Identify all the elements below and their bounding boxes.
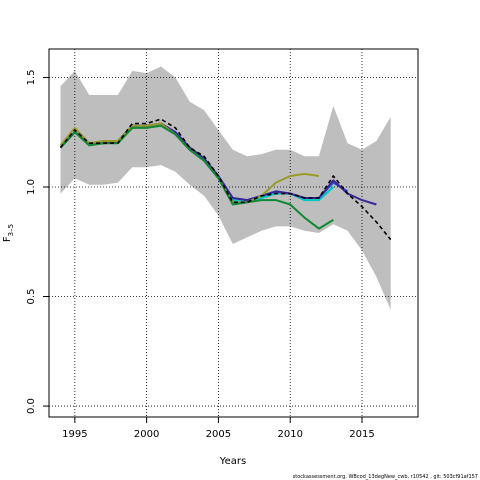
- y-tick-label: 0.5: [26, 289, 37, 305]
- grid-layer: [49, 49, 418, 417]
- x-tick-label: 2010: [277, 429, 302, 440]
- y-tick-label: 1.0: [26, 179, 37, 195]
- y-axis-title: F3–5: [2, 224, 15, 242]
- y-axis: 0.0 0.5 1.0 1.5: [26, 70, 49, 414]
- x-axis-title: Years: [219, 456, 246, 467]
- x-axis: 1995 2000 2005 2010 2015: [62, 417, 375, 440]
- x-tick-label: 2015: [349, 429, 374, 440]
- y-tick-label: 1.5: [26, 70, 37, 86]
- x-tick-label: 2005: [206, 429, 231, 440]
- plot-frame: [48, 48, 419, 418]
- footnote: stockassessment.org, WBcod_13degNew_cwb,…: [293, 474, 478, 480]
- y-tick-label: 0.0: [26, 398, 37, 414]
- y-axis-title-subscript: 3–5: [7, 224, 15, 236]
- x-tick-label: 1995: [62, 429, 87, 440]
- x-tick-label: 2000: [134, 429, 159, 440]
- y-axis-title-main: F: [2, 236, 13, 242]
- series-layer: [59, 118, 392, 241]
